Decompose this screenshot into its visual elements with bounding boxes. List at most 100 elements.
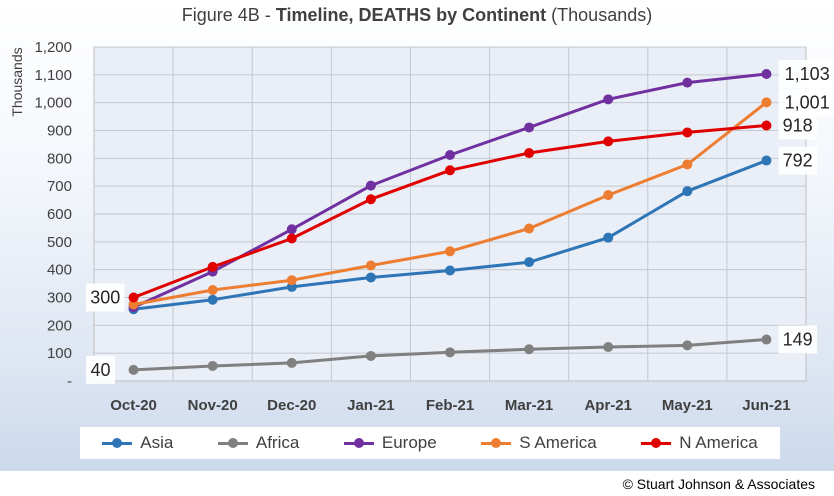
data-point-n-america (761, 120, 772, 131)
data-point-africa (207, 360, 218, 371)
legend-label: S America (519, 433, 597, 452)
legend-item-europe: Europe (343, 433, 437, 453)
y-tick-label: 700 (47, 178, 72, 195)
legend-swatch (641, 436, 672, 450)
data-point-s-america (207, 284, 218, 295)
y-tick-label: - (67, 373, 72, 390)
y-tick-label: 500 (47, 234, 72, 251)
legend-label: Africa (255, 433, 300, 452)
legend-swatch (217, 436, 248, 450)
x-tick-label: Nov-20 (188, 397, 238, 414)
legend-label: N America (679, 433, 758, 452)
legend-item-africa: Africa (217, 433, 300, 453)
data-point-europe (682, 77, 693, 88)
annotation-label: 792 (783, 151, 813, 171)
data-point-asia (365, 272, 376, 283)
x-tick-label: May-21 (662, 397, 713, 414)
data-point-africa (524, 344, 535, 355)
legend-swatch (481, 436, 512, 450)
data-point-asia (682, 186, 693, 197)
annotation-label: 918 (783, 115, 813, 135)
line-chart: - 100 200 300 400 500 600 700 800 900 1,000 1,100 1,… (34, 39, 834, 414)
annotation-box (86, 355, 115, 384)
data-point-africa (761, 334, 772, 345)
x-tick-label: Jan-21 (347, 397, 395, 414)
data-point-n-america (128, 292, 139, 303)
data-point-asia (761, 155, 772, 166)
data-point-s-america (603, 190, 614, 201)
data-point-n-america (524, 148, 535, 159)
legend-swatch-marker (227, 438, 238, 448)
legend-swatch (343, 436, 374, 450)
y-tick-label: 800 (47, 150, 72, 167)
legend-item-n-america: N America (641, 433, 758, 453)
data-point-n-america (286, 233, 297, 244)
data-point-africa (445, 347, 455, 358)
y-tick-label: 1,200 (34, 39, 72, 56)
x-tick-label: Oct-20 (110, 397, 157, 414)
chart-title: Figure 4B - Timeline, DEATHS by Continen… (0, 5, 834, 26)
title-bold: Timeline, DEATHS by Continent (275, 5, 547, 25)
data-point-europe (286, 224, 297, 235)
annotation-label: 1,001 (785, 92, 830, 112)
data-point-africa (682, 340, 693, 351)
annotation-box (778, 59, 834, 88)
legend: Asia Africa Europe S America N America (80, 427, 780, 459)
y-tick-label: 600 (47, 206, 72, 223)
data-point-africa (128, 364, 139, 375)
legend-swatch-marker (651, 438, 662, 448)
data-point-asia (524, 257, 535, 268)
data-point-s-america (761, 97, 772, 108)
annotation-box (778, 111, 817, 140)
data-point-s-america (524, 223, 535, 234)
legend-item-asia: Asia (102, 433, 173, 453)
data-point-africa (603, 342, 614, 353)
x-tick-label: Apr-21 (584, 397, 632, 414)
data-point-n-america (207, 261, 218, 272)
annotation-label: 1,103 (785, 64, 830, 84)
y-tick-label: 1,000 (34, 95, 72, 112)
legend-swatch-marker (112, 438, 123, 448)
x-tick-label: Jun-21 (742, 397, 790, 414)
data-point-n-america (603, 136, 614, 147)
data-point-africa (365, 350, 376, 361)
annotation-label: 149 (783, 330, 813, 350)
legend-label: Europe (381, 433, 437, 452)
copyright-credit: © Stuart Johnson & Associates (622, 476, 815, 492)
data-point-europe (524, 122, 535, 133)
data-point-s-america (286, 275, 297, 286)
legend-swatch (102, 436, 133, 450)
data-point-europe (365, 180, 376, 191)
annotation-box (778, 146, 817, 175)
data-point-europe (603, 94, 614, 105)
data-point-s-america (682, 159, 693, 170)
annotation-box (86, 283, 125, 312)
data-point-n-america (682, 127, 693, 138)
data-point-europe (761, 68, 772, 79)
x-tick-label: Feb-21 (426, 397, 474, 414)
data-point-n-america (365, 194, 376, 205)
data-point-s-america (128, 299, 139, 310)
x-tick-label: Mar-21 (505, 397, 553, 414)
legend-swatch-marker (491, 438, 502, 448)
title-prefix: Figure 4B - (181, 5, 276, 25)
annotation-label: 40 (90, 360, 110, 380)
data-point-n-america (445, 165, 455, 176)
x-tick-label: Dec-20 (267, 397, 316, 414)
y-tick-label: 900 (47, 123, 72, 140)
data-point-asia (445, 265, 455, 276)
y-tick-label: 100 (47, 345, 72, 362)
y-tick-label: 400 (47, 262, 72, 279)
legend-swatch-marker (353, 438, 364, 448)
legend-item-s-america: S America (481, 433, 597, 453)
annotation-label: 300 (90, 288, 120, 308)
data-point-europe (445, 149, 455, 160)
y-tick-label: 1,100 (34, 67, 72, 84)
legend-label: Asia (140, 433, 174, 452)
data-point-s-america (365, 260, 376, 271)
y-tick-label: 200 (47, 317, 72, 334)
data-point-s-america (445, 246, 455, 257)
data-point-asia (207, 294, 218, 305)
data-point-africa (286, 357, 297, 368)
y-tick-label: 300 (47, 290, 72, 307)
